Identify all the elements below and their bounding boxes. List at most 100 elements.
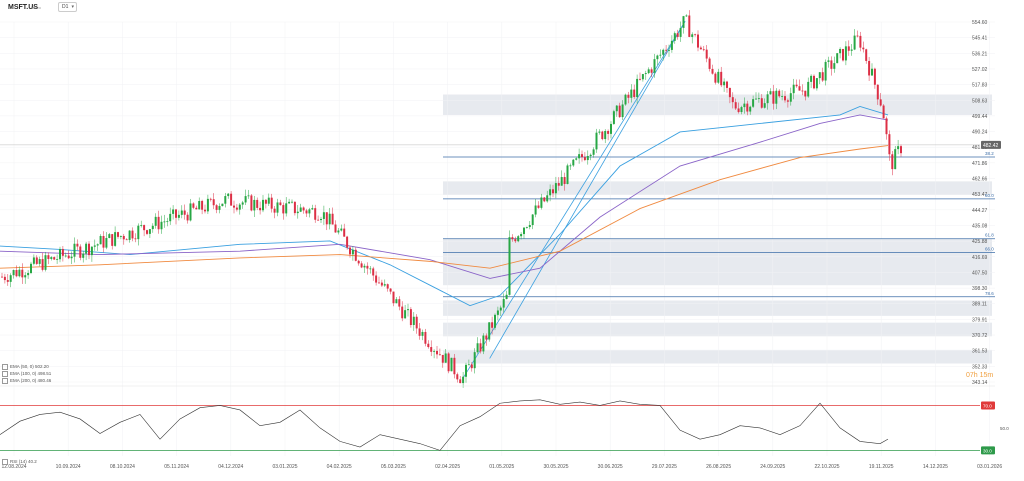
candle-body — [241, 202, 244, 205]
candle-body — [549, 189, 552, 196]
symbol-label[interactable]: MSFT.US — [8, 4, 38, 11]
candle-body — [221, 203, 224, 207]
candle-body — [485, 335, 488, 340]
support-zone — [443, 181, 992, 195]
candle-body — [151, 225, 154, 230]
indicator-legend-rsi[interactable]: RSI (14) 40.2 — [2, 459, 37, 465]
candle-body — [624, 94, 627, 105]
candle-body — [238, 204, 241, 210]
indicator-legend-ema100[interactable]: EMA (100, 0) 498.51 — [2, 371, 51, 377]
x-tick-label: 12.08.2024 — [1, 464, 26, 470]
candle-body — [511, 237, 514, 240]
candle-body — [93, 245, 96, 247]
candle-body — [53, 257, 56, 260]
candle-body — [676, 33, 679, 37]
candle-body — [44, 255, 47, 270]
candle-body — [534, 205, 537, 215]
candle-body — [134, 238, 137, 240]
y-tick-label: 462.66 — [972, 177, 988, 183]
candle-body — [177, 214, 180, 218]
x-tick-label: 08.10.2024 — [110, 464, 135, 470]
candle-body — [813, 75, 815, 89]
candle-body — [357, 260, 360, 264]
candle-body — [873, 68, 876, 85]
fib-level-label: 38.2 — [985, 151, 994, 156]
checkbox-icon[interactable] — [2, 459, 8, 465]
candle-body — [673, 33, 676, 41]
candle-body — [569, 165, 572, 167]
candle-body — [70, 256, 73, 259]
y-tick-label: 471.86 — [972, 161, 988, 167]
candle-body — [247, 195, 250, 197]
timeframe-select[interactable]: D1 ▾ — [58, 2, 77, 12]
candle-body — [479, 343, 482, 352]
candle-body — [708, 58, 711, 69]
candle-body — [372, 268, 375, 276]
candle-body — [633, 89, 636, 97]
candle-body — [67, 255, 70, 259]
candle-body — [711, 68, 714, 74]
candle-body — [108, 234, 111, 239]
candle-body — [38, 259, 41, 264]
candle-body — [331, 213, 334, 225]
candle-body — [64, 255, 67, 257]
candle-body — [714, 73, 717, 83]
candle-body — [320, 218, 322, 221]
indicator-legend-ema200[interactable]: EMA (200, 0) 480.46 — [2, 378, 51, 384]
candle-body — [778, 90, 781, 97]
candle-body — [131, 230, 134, 239]
candle-body — [334, 224, 337, 233]
candle-body — [438, 354, 441, 356]
candle-body — [154, 216, 157, 226]
candle-body — [688, 15, 691, 37]
candle-body — [641, 74, 644, 80]
candle-body — [639, 78, 641, 80]
y-tick-label: 379.91 — [972, 317, 988, 323]
candle-body — [621, 104, 624, 118]
candle-body — [157, 216, 160, 230]
candle-body — [267, 197, 270, 204]
candle-body — [183, 210, 186, 215]
candle-body — [853, 35, 856, 50]
candle-body — [552, 189, 554, 194]
candle-body — [757, 98, 760, 100]
candle-body — [726, 81, 728, 88]
candle-body — [296, 211, 299, 214]
candle-body — [488, 322, 491, 340]
candle-body — [392, 291, 395, 304]
candle-body — [734, 102, 737, 109]
checkbox-icon[interactable] — [2, 378, 8, 384]
candle-body — [589, 154, 592, 156]
support-zone — [443, 94, 992, 115]
candle-body — [288, 201, 291, 204]
x-tick-label: 19.11.2025 — [869, 464, 894, 470]
candle-body — [607, 130, 610, 134]
candle-body — [731, 97, 734, 103]
x-tick-label: 10.09.2024 — [56, 464, 81, 470]
candle-body — [172, 209, 175, 214]
candle-body — [378, 282, 380, 284]
y-tick-label: 453.47 — [972, 192, 988, 198]
candle-body — [775, 90, 778, 104]
y-tick-label: 352.33 — [972, 364, 988, 370]
candle-body — [882, 105, 885, 119]
candle-body — [699, 47, 702, 50]
candle-body — [557, 183, 560, 186]
candle-body — [299, 207, 302, 212]
candle-body — [73, 243, 76, 257]
candle-body — [824, 61, 827, 81]
candle-body — [879, 99, 882, 106]
checkbox-icon[interactable] — [2, 371, 8, 377]
candle-body — [102, 235, 105, 248]
candle-body — [847, 46, 850, 51]
checkbox-icon[interactable] — [2, 364, 8, 370]
candle-body — [351, 249, 354, 255]
candle-body — [415, 316, 418, 329]
candle-body — [175, 209, 177, 218]
candle-body — [363, 265, 366, 268]
support-zone — [443, 322, 992, 337]
indicator-legend-ema50[interactable]: EMA (50, 0) 502.20 — [2, 364, 49, 370]
candle-body — [137, 225, 140, 240]
candle-body — [610, 123, 612, 134]
